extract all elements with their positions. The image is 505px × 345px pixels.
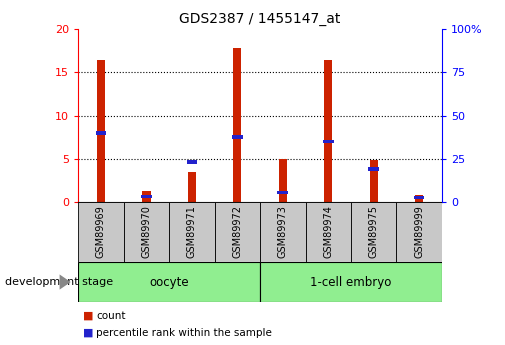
Bar: [324, 60, 332, 202]
Bar: [188, 172, 196, 202]
Text: GSM89971: GSM89971: [187, 205, 197, 258]
Text: oocyte: oocyte: [149, 276, 189, 288]
Bar: [260, 202, 306, 262]
Text: GSM89973: GSM89973: [278, 205, 288, 258]
Bar: [169, 202, 215, 262]
Text: GSM89969: GSM89969: [96, 205, 106, 258]
Bar: [415, 195, 423, 202]
Text: GSM89999: GSM89999: [414, 205, 424, 258]
Bar: [368, 167, 379, 171]
Text: development stage: development stage: [5, 277, 113, 287]
Text: GSM89975: GSM89975: [369, 205, 379, 258]
Bar: [186, 160, 197, 164]
Bar: [141, 195, 152, 198]
Bar: [78, 262, 260, 302]
Bar: [232, 135, 243, 139]
Text: GSM89974: GSM89974: [323, 205, 333, 258]
Text: 1-cell embryo: 1-cell embryo: [310, 276, 392, 288]
Bar: [306, 202, 351, 262]
Text: ■: ■: [83, 328, 94, 338]
Bar: [277, 190, 288, 194]
Text: ■: ■: [83, 311, 94, 321]
Text: count: count: [96, 311, 125, 321]
Bar: [351, 202, 396, 262]
Text: GSM89970: GSM89970: [141, 205, 152, 258]
Bar: [142, 190, 150, 202]
Text: percentile rank within the sample: percentile rank within the sample: [96, 328, 272, 338]
Bar: [323, 140, 334, 143]
Bar: [396, 202, 442, 262]
Bar: [215, 202, 260, 262]
Bar: [97, 59, 105, 202]
Title: GDS2387 / 1455147_at: GDS2387 / 1455147_at: [179, 11, 341, 26]
Bar: [279, 159, 287, 202]
Bar: [233, 48, 241, 202]
Bar: [370, 160, 378, 202]
Bar: [78, 202, 124, 262]
Bar: [124, 202, 169, 262]
Bar: [95, 131, 107, 135]
Bar: [260, 262, 442, 302]
Bar: [414, 196, 425, 199]
Text: GSM89972: GSM89972: [232, 205, 242, 258]
